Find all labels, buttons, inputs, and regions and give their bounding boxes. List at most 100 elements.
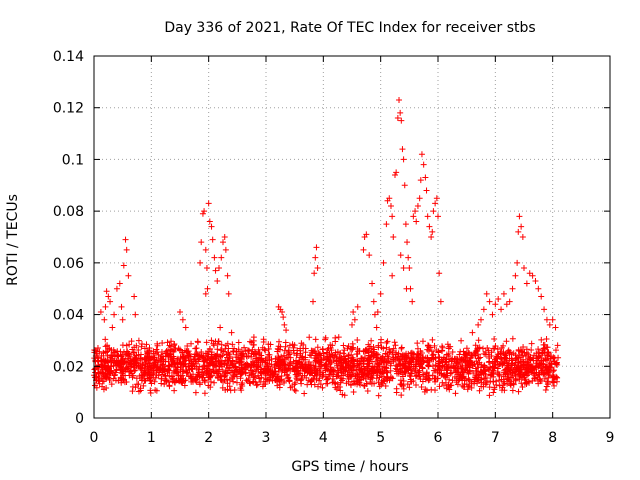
baseline-point — [308, 378, 315, 385]
x-axis-label: GPS time / hours — [291, 459, 408, 475]
data-point — [283, 327, 290, 334]
baseline-point — [285, 374, 292, 381]
data-point — [371, 311, 378, 318]
baseline-point — [304, 381, 311, 388]
baseline-point — [224, 354, 231, 361]
baseline-point — [478, 383, 485, 390]
data-point — [131, 293, 138, 300]
baseline-point — [468, 384, 475, 391]
baseline-point — [466, 357, 473, 364]
baseline-point — [238, 352, 245, 359]
baseline-point — [400, 385, 407, 392]
data-point — [389, 213, 396, 220]
data-point — [350, 308, 357, 315]
baseline-point — [177, 360, 184, 367]
baseline-point — [154, 342, 161, 349]
baseline-point — [213, 353, 220, 360]
baseline-point — [115, 352, 122, 359]
baseline-point — [258, 352, 265, 359]
baseline-point — [218, 360, 225, 367]
baseline-point — [208, 354, 215, 361]
baseline-point — [461, 351, 468, 358]
baseline-point — [417, 376, 424, 383]
baseline-point — [198, 371, 205, 378]
baseline-point — [233, 373, 240, 380]
baseline-point — [510, 350, 517, 357]
baseline-point — [456, 351, 463, 358]
baseline-point — [533, 365, 540, 372]
data-point — [409, 298, 416, 305]
baseline-point — [192, 389, 199, 396]
baseline-point — [368, 337, 375, 344]
baseline-point — [137, 387, 144, 394]
baseline-point — [490, 389, 497, 396]
baseline-point — [347, 365, 354, 372]
baseline-point — [328, 359, 335, 366]
data-point — [182, 324, 189, 331]
baseline-point — [353, 351, 360, 358]
baseline-point — [384, 375, 391, 382]
baseline-point — [522, 370, 529, 377]
baseline-point — [447, 370, 454, 377]
data-point — [422, 174, 429, 181]
baseline-point — [242, 366, 249, 373]
baseline-point — [139, 356, 146, 363]
baseline-point — [171, 342, 178, 349]
baseline-point — [343, 359, 350, 366]
data-point — [360, 246, 367, 253]
baseline-point — [443, 385, 450, 392]
baseline-point — [393, 389, 400, 396]
baseline-point — [393, 349, 400, 356]
baseline-point — [239, 383, 246, 390]
data-point — [197, 259, 204, 266]
baseline-point — [131, 356, 138, 363]
baseline-point — [129, 374, 136, 381]
baseline-point — [347, 345, 354, 352]
baseline-point — [452, 362, 459, 369]
data-point — [311, 270, 318, 277]
baseline-point — [217, 376, 224, 383]
baseline-point — [207, 346, 214, 353]
baseline-point — [103, 385, 110, 392]
baseline-point — [300, 356, 307, 363]
baseline-point — [350, 389, 357, 396]
baseline-point — [409, 355, 416, 362]
baseline-point — [536, 349, 543, 356]
baseline-point — [358, 355, 365, 362]
baseline-point — [428, 355, 435, 362]
data-point — [351, 316, 358, 323]
baseline-point — [251, 351, 258, 358]
baseline-point — [523, 346, 530, 353]
data-point — [179, 316, 186, 323]
baseline-point — [377, 339, 384, 346]
baseline-point — [324, 380, 331, 387]
baseline-point — [165, 379, 172, 386]
baseline-point — [279, 356, 286, 363]
baseline-point — [407, 378, 414, 385]
baseline-point — [538, 357, 545, 364]
baseline-point — [494, 365, 501, 372]
baseline-point — [158, 364, 165, 371]
baseline-point — [420, 371, 427, 378]
baseline-point — [272, 355, 279, 362]
data-point — [423, 187, 430, 194]
data-point — [532, 277, 539, 284]
baseline-point — [252, 373, 259, 380]
baseline-point — [334, 373, 341, 380]
baseline-point — [523, 364, 530, 371]
baseline-point — [262, 380, 269, 387]
baseline-point — [486, 367, 493, 374]
data-point — [393, 169, 400, 176]
data-point — [377, 290, 384, 297]
baseline-point — [458, 373, 465, 380]
baseline-point — [526, 356, 533, 363]
baseline-point — [224, 380, 231, 387]
baseline-point — [407, 350, 414, 357]
data-point — [413, 218, 420, 225]
baseline-point — [364, 357, 371, 364]
baseline-point — [544, 381, 551, 388]
data-point — [503, 301, 510, 308]
baseline-point — [255, 372, 262, 379]
data-point — [214, 277, 221, 284]
baseline-point — [306, 334, 313, 341]
